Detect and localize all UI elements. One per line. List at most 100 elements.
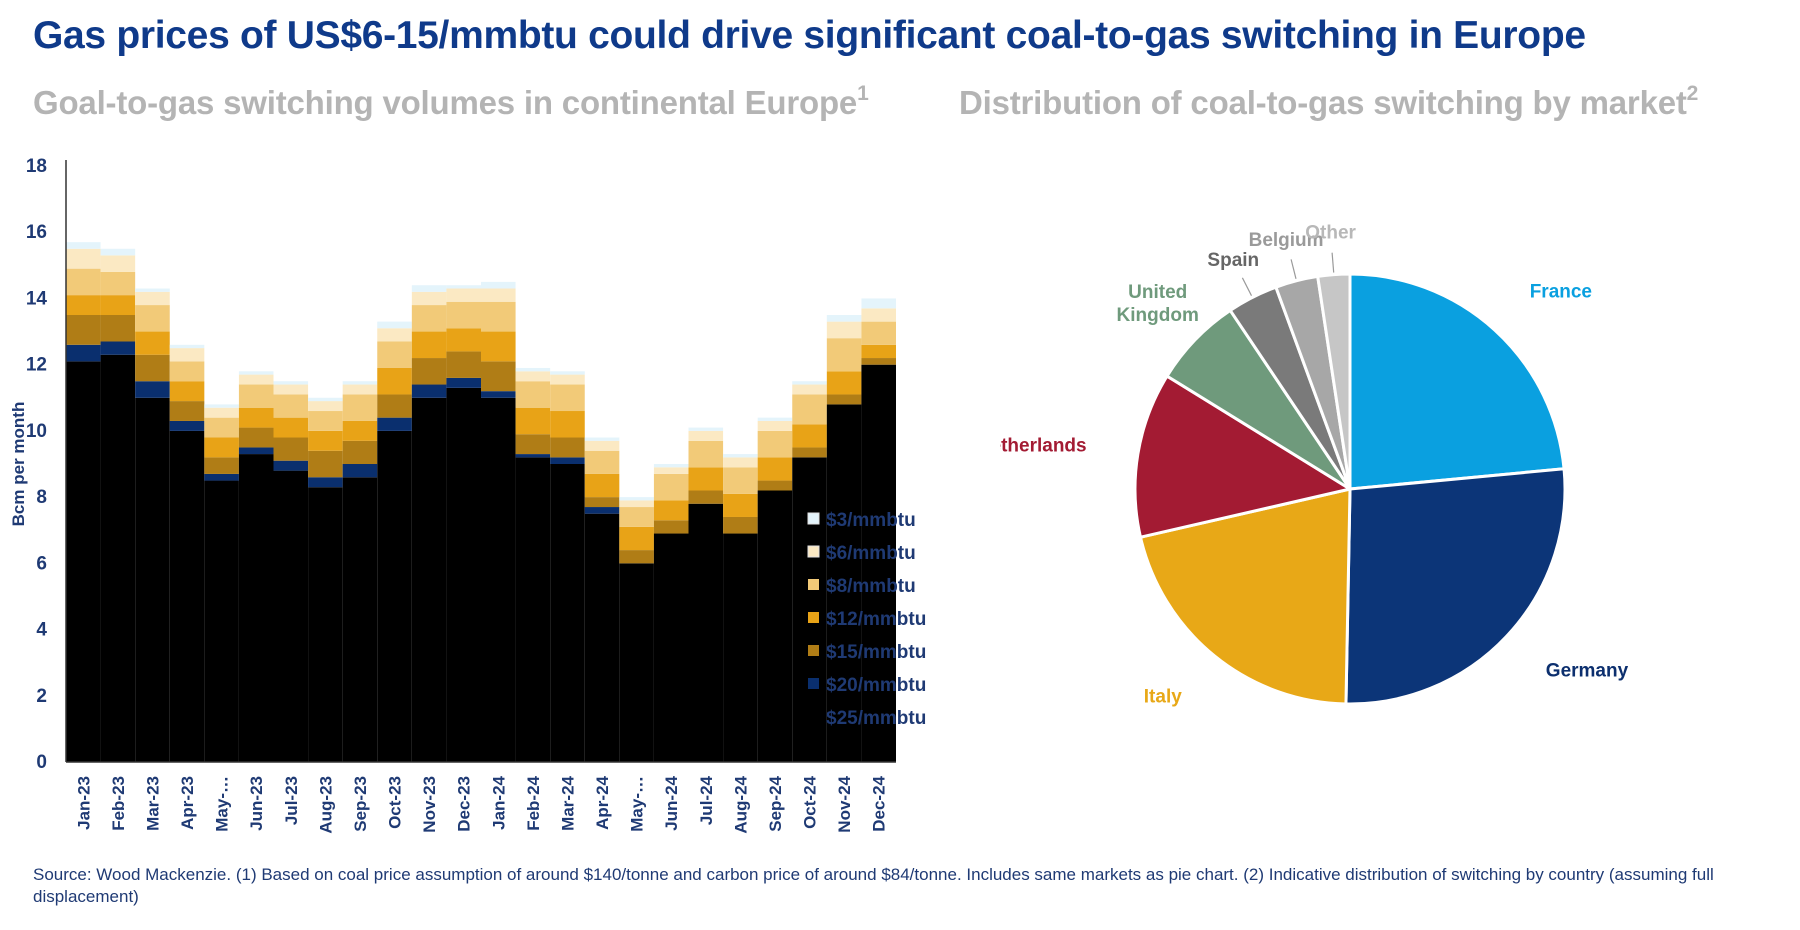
pie-slice-germany: [1344, 467, 1567, 706]
bar-segment-mar-23-6-mmbtu: [135, 291, 170, 306]
svg-text:Other: Other: [1305, 223, 1356, 244]
bar-segment-jul-24-12-mmbtu: [688, 467, 724, 491]
legend-label-8-mmbtu: $8/mmbtu: [826, 576, 916, 597]
bar-segment-jul-23-3-mmbtu: [273, 381, 309, 385]
svg-text:Belgium: Belgium: [1249, 230, 1324, 251]
bar-segment-sep-23-3-mmbtu: [342, 381, 378, 385]
bar-segment-oct-23-6-mmbtu: [377, 328, 412, 342]
x-tick-label-dec-23: Dec-23: [455, 776, 474, 832]
bar-segment-may-25-mmbtu: [619, 563, 654, 762]
legend-label-20-mmbtu: $20/mmbtu: [826, 675, 926, 696]
x-tick-label-sep-24: Sep-24: [766, 775, 785, 831]
bar-segment-jul-23-8-mmbtu: [273, 394, 309, 418]
bar-segment-oct-23-3-mmbtu: [377, 321, 412, 329]
bar-segment-jun-23-15-mmbtu: [238, 427, 274, 448]
bar-segment-feb-23-15-mmbtu: [100, 315, 136, 342]
bar-segment-may-25-mmbtu: [204, 480, 239, 762]
bar-segment-dec-23-8-mmbtu: [446, 301, 481, 329]
x-tick-label-mar-24: Mar-24: [558, 775, 577, 830]
bar-segment-may-6-mmbtu: [619, 500, 654, 508]
bar-segment-jan-23-3-mmbtu: [66, 242, 101, 249]
bar-segment-mar-23-20-mmbtu: [135, 381, 170, 398]
bar-segment-nov-23-3-mmbtu: [411, 285, 447, 292]
bar-segment-nov-23-6-mmbtu: [411, 291, 447, 306]
x-tick-label-jun-23: Jun-23: [247, 776, 266, 831]
bar-segment-jun-23-3-mmbtu: [238, 371, 274, 375]
bar-segment-dec-24-3-mmbtu: [861, 298, 896, 309]
bar-segment-jan-24-8-mmbtu: [481, 301, 516, 332]
bar-segment-apr-23-25-mmbtu: [169, 430, 205, 762]
bar-segment-feb-23-20-mmbtu: [100, 341, 136, 355]
bar-segment-dec-23-25-mmbtu: [446, 387, 481, 762]
pie-label-spain: Spain: [1207, 250, 1259, 271]
bar-segment-mar-23-12-mmbtu: [135, 331, 170, 355]
pie-slice-netherlands: [1133, 374, 1354, 540]
bar-segment-sep-23-6-mmbtu: [342, 384, 378, 395]
x-tick-label-jul-23: Jul-23: [282, 776, 301, 825]
bar-segment-mar-24-25-mmbtu: [550, 464, 585, 762]
bar-segment-dec-24-12-mmbtu: [861, 344, 896, 359]
pie-label-belgium: Belgium: [1249, 230, 1324, 251]
bar-segment-sep-24-3-mmbtu: [757, 417, 793, 421]
pie-chart-subtitle: Distribution of coal-to-gas switching by…: [959, 82, 1698, 122]
pie-label-france: France: [1530, 282, 1592, 303]
bar-segment-feb-24-15-mmbtu: [515, 434, 551, 455]
bar-segment-jun-24-3-mmbtu: [653, 464, 689, 468]
page-title: Gas prices of US$6-15/mmbtu could drive …: [33, 14, 1586, 57]
bar-segment-mar-24-6-mmbtu: [550, 374, 585, 385]
bar-segment-apr-23-8-mmbtu: [169, 361, 205, 382]
bar-segment-nov-23-15-mmbtu: [411, 358, 447, 385]
bar-segment-oct-24-8-mmbtu: [792, 394, 827, 425]
bar-segment-jun-23-20-mmbtu: [238, 447, 274, 455]
pie-leader-other: [1331, 252, 1335, 273]
bar-segment-oct-24-12-mmbtu: [792, 424, 827, 448]
legend-swatch-25-mmbtu: [808, 711, 819, 722]
bar-segment-jun-24-15-mmbtu: [653, 520, 689, 534]
y-tick-label-8: 8: [36, 487, 47, 508]
bar-segment-sep-24-6-mmbtu: [757, 420, 793, 431]
bar-segment-sep-24-25-mmbtu: [757, 490, 793, 762]
bar-segment-nov-23-20-mmbtu: [411, 384, 447, 398]
pie-leader-spain: [1241, 277, 1253, 296]
bar-segment-may-8-mmbtu: [204, 417, 239, 438]
x-tick-label-feb-23: Feb-23: [109, 776, 128, 831]
svg-text:Netherlands: Netherlands: [1000, 436, 1087, 457]
svg-text:United: United: [1128, 282, 1187, 303]
pie-slice-france: [1348, 272, 1566, 491]
bar-segment-feb-23-8-mmbtu: [100, 271, 136, 296]
x-tick-label-oct-24: Oct-24: [801, 775, 820, 828]
bar-segment-jan-23-8-mmbtu: [66, 268, 101, 296]
bar-segment-jun-24-8-mmbtu: [653, 473, 689, 501]
bar-segment-jan-24-3-mmbtu: [481, 281, 516, 289]
bar-segment-aug-23-8-mmbtu: [308, 411, 343, 431]
x-tick-label-may: May-…: [628, 776, 647, 832]
bar-segment-apr-23-20-mmbtu: [169, 420, 205, 431]
bar-segment-jan-23-25-mmbtu: [66, 361, 101, 762]
bar-segment-aug-24-15-mmbtu: [723, 516, 758, 534]
bar-segment-jul-23-6-mmbtu: [273, 384, 309, 395]
bar-segment-feb-24-12-mmbtu: [515, 407, 551, 435]
legend-label-6-mmbtu: $6/mmbtu: [826, 543, 916, 564]
bar-segment-jul-23-25-mmbtu: [273, 470, 309, 762]
bar-segment-mar-23-3-mmbtu: [135, 288, 170, 292]
pie-label-other: Other: [1305, 223, 1356, 244]
bar-segment-jul-23-12-mmbtu: [273, 417, 309, 438]
y-tick-label-2: 2: [36, 686, 47, 707]
bar-segment-sep-24-15-mmbtu: [757, 480, 793, 491]
legend-swatch-3-mmbtu: [807, 512, 820, 525]
y-tick-label-12: 12: [26, 355, 47, 376]
bar-segment-jan-23-6-mmbtu: [66, 248, 101, 269]
legend-swatch-8-mmbtu: [808, 579, 819, 590]
x-tick-label-jan-24: Jan-24: [489, 775, 508, 829]
bar-segment-apr-24-15-mmbtu: [584, 497, 620, 508]
pie-label-netherlands: Netherlands: [1000, 436, 1087, 457]
y-tick-label-18: 18: [26, 156, 47, 177]
bar-segment-sep-23-12-mmbtu: [342, 420, 378, 441]
y-tick-label-10: 10: [26, 421, 47, 442]
bar-segment-mar-24-15-mmbtu: [550, 437, 585, 458]
bar-segment-dec-24-25-mmbtu: [861, 364, 896, 762]
x-tick-label-mar-23: Mar-23: [143, 776, 162, 831]
bar-segment-jun-24-25-mmbtu: [653, 533, 689, 762]
x-tick-label-feb-24: Feb-24: [524, 775, 543, 830]
bar-chart-subtitle-text: Goal-to-gas switching volumes in contine…: [33, 84, 858, 121]
